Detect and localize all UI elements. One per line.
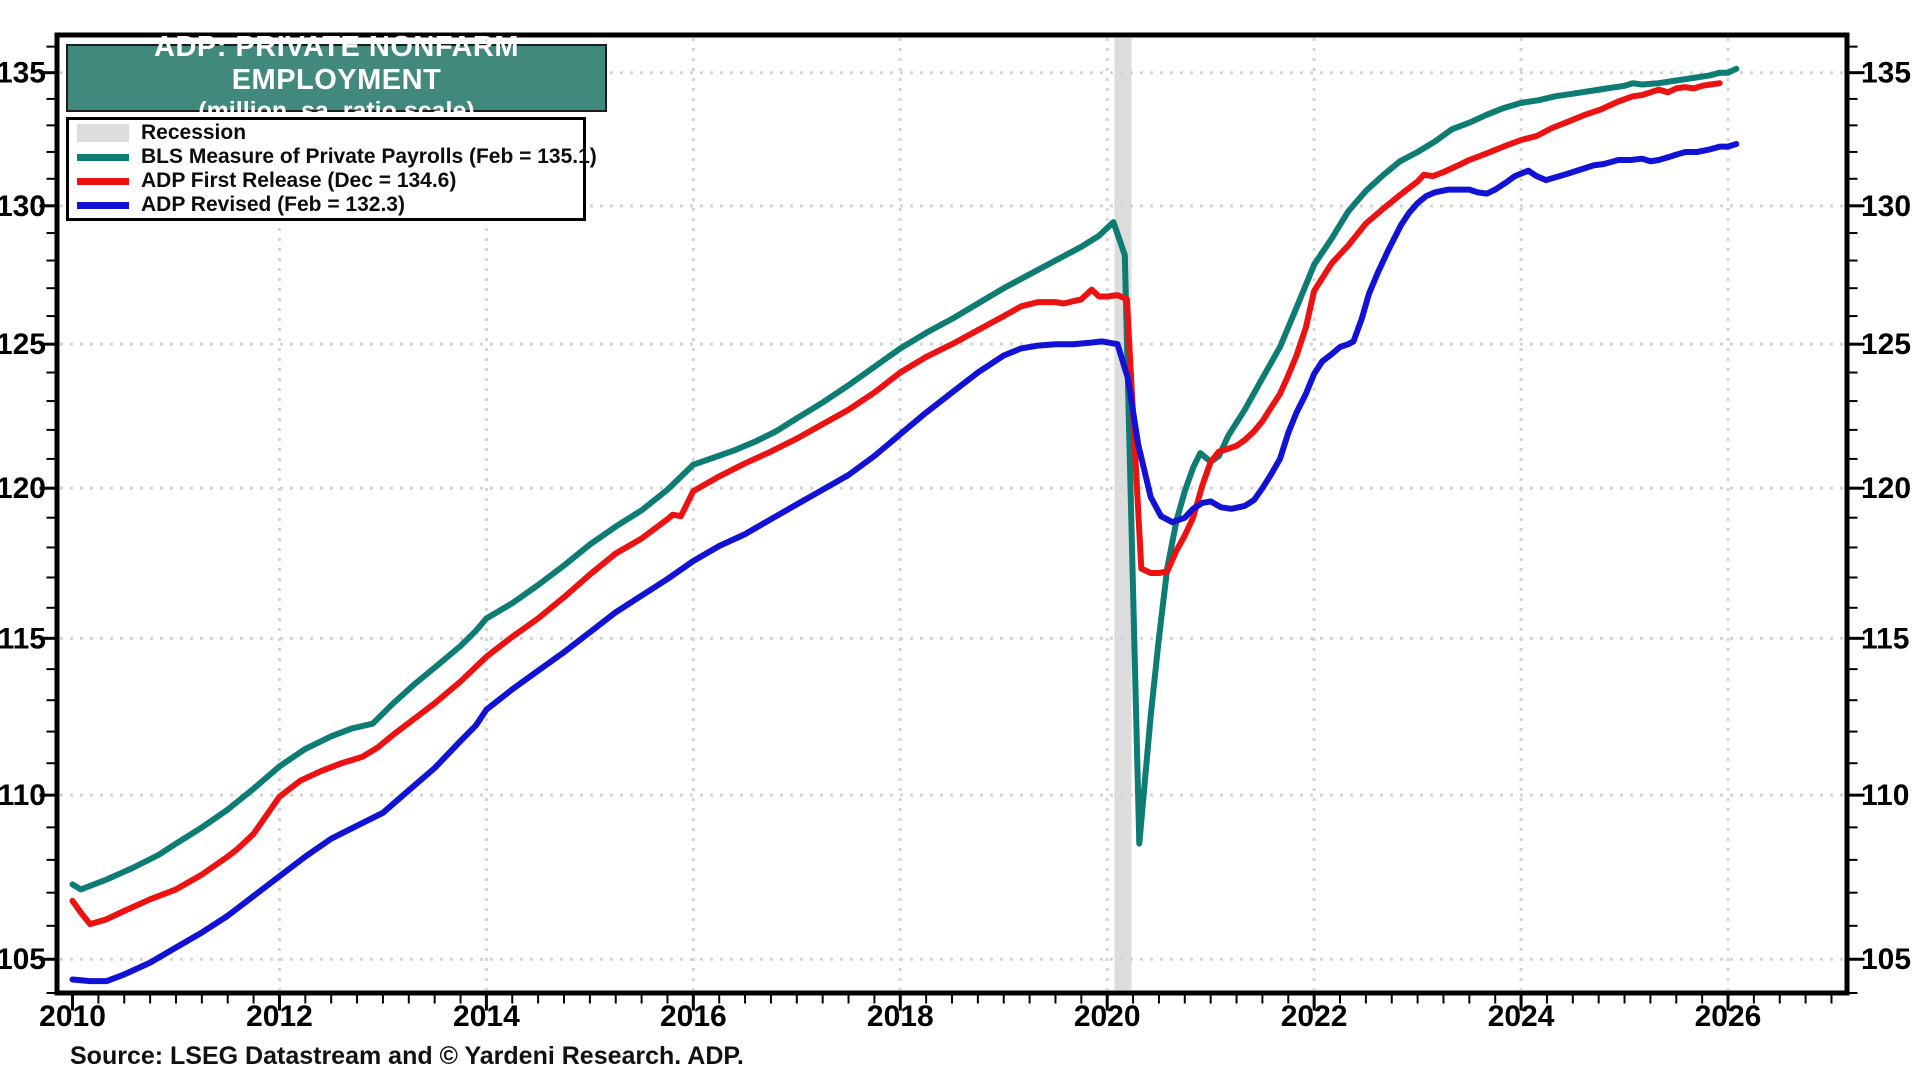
legend-label: ADP Revised (Feb = 132.3) xyxy=(141,193,405,216)
y-axis-label-right: 125 xyxy=(1861,328,1911,361)
x-axis-label: 2014 xyxy=(453,1000,520,1033)
y-axis-label-left: 110 xyxy=(0,779,46,812)
y-axis-label-left: 115 xyxy=(0,622,46,655)
chart-legend: Recession BLS Measure of Private Payroll… xyxy=(66,117,597,221)
recession-swatch xyxy=(77,124,129,142)
legend-item-recession: Recession xyxy=(77,121,575,145)
y-axis-label-left: 105 xyxy=(0,943,46,976)
x-axis-label: 2018 xyxy=(867,1000,934,1033)
x-axis-label: 2022 xyxy=(1281,1000,1348,1033)
bls-private-payrolls-line xyxy=(69,65,1740,893)
x-axis-label: 2012 xyxy=(246,1000,313,1033)
x-axis-label: 2020 xyxy=(1074,1000,1141,1033)
bls-line-swatch xyxy=(77,153,129,161)
chart-title: ADP: PRIVATE NONFARM EMPLOYMENT xyxy=(154,30,519,96)
y-axis-label-right: 120 xyxy=(1861,472,1911,505)
plot-frame xyxy=(54,32,1850,996)
y-axis-label-left: 130 xyxy=(0,190,46,223)
y-axis-label-right: 130 xyxy=(1861,190,1911,223)
legend-label: Recession xyxy=(141,121,247,144)
legend-label: ADP First Release (Dec = 134.6) xyxy=(141,169,457,192)
legend-label: BLS Measure of Private Payrolls (Feb = 1… xyxy=(141,145,597,168)
adp-first-release-line xyxy=(69,80,1723,928)
adp-first-release-line-swatch xyxy=(77,177,129,185)
adp-revised-line xyxy=(69,141,1740,985)
y-axis-label-right: 135 xyxy=(1861,57,1911,90)
adp-revised-line-swatch xyxy=(77,201,129,209)
legend-item-bls-payrolls: BLS Measure of Private Payrolls (Feb = 1… xyxy=(77,145,597,169)
legend-item-adp-first-release: ADP First Release (Dec = 134.6) xyxy=(77,169,575,193)
y-axis-label-right: 110 xyxy=(1861,779,1909,812)
y-axis-label-right: 105 xyxy=(1861,943,1911,976)
y-axis-label-left: 120 xyxy=(0,472,46,505)
x-axis-label: 2016 xyxy=(660,1000,727,1033)
chart-title-box: ADP: PRIVATE NONFARM EMPLOYMENT (million… xyxy=(66,31,607,125)
legend-item-adp-revised: ADP Revised (Feb = 132.3) xyxy=(77,193,575,217)
x-axis-label: 2010 xyxy=(39,1000,106,1033)
y-axis-label-left: 135 xyxy=(0,57,46,90)
y-axis-label-right: 115 xyxy=(1861,622,1909,655)
x-axis-label: 2026 xyxy=(1695,1000,1762,1033)
x-axis-label: 2024 xyxy=(1488,1000,1555,1033)
source-note: Source: LSEG Datastream and © Yardeni Re… xyxy=(70,1042,744,1070)
y-axis-label-left: 125 xyxy=(0,328,46,361)
